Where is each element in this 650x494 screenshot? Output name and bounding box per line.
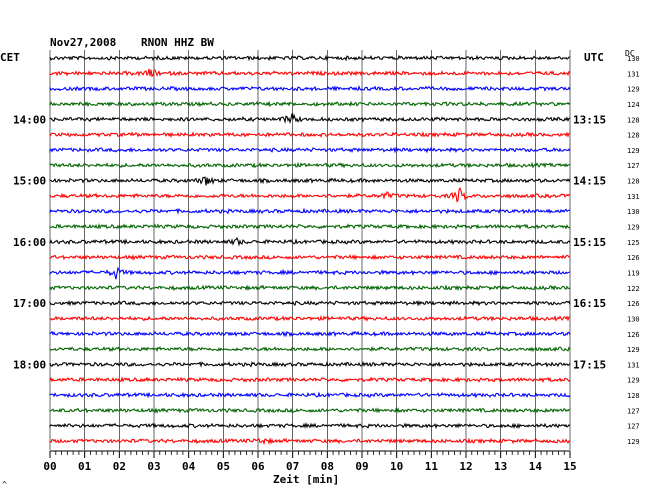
seismic-trace <box>49 299 571 307</box>
dc-value: 129 <box>627 224 640 232</box>
seismic-trace <box>49 436 571 446</box>
trace-group <box>49 54 571 446</box>
left-timezone-label: CET <box>0 51 20 64</box>
dc-value: 127 <box>627 162 640 170</box>
dc-value: 128 <box>627 132 640 140</box>
seismic-trace <box>49 345 571 353</box>
seismic-trace <box>49 54 571 62</box>
dc-value: 125 <box>627 239 640 247</box>
seismic-trace <box>49 146 571 154</box>
dc-value: 128 <box>627 392 640 400</box>
dc-value: 131 <box>627 361 640 369</box>
header-date: Nov27,2008 <box>50 36 116 49</box>
x-tick-label: 07 <box>286 460 299 473</box>
dc-header: DC <box>625 49 635 58</box>
seismic-trace <box>49 314 571 322</box>
dc-value: 126 <box>627 300 640 308</box>
hour-label-utc: 15:15 <box>573 236 606 249</box>
seismic-trace <box>49 131 571 139</box>
x-tick-label: 08 <box>321 460 334 473</box>
seismic-trace <box>49 330 571 338</box>
dc-value: 129 <box>627 438 640 446</box>
x-tick-label: 00 <box>43 460 56 473</box>
x-tick-label: 02 <box>113 460 126 473</box>
hour-label-cet: 16:00 <box>13 236 46 249</box>
header-station: RNON HHZ BW <box>141 36 214 49</box>
dc-value: 130 <box>627 315 640 323</box>
seismic-trace <box>49 266 571 280</box>
dc-value: 130 <box>627 208 640 216</box>
seismic-trace <box>49 186 571 203</box>
x-tick-label: 01 <box>78 460 92 473</box>
seismic-trace <box>49 85 571 93</box>
seismic-trace <box>49 207 571 215</box>
seismic-trace <box>49 100 571 108</box>
x-tick-label: 06 <box>251 460 265 473</box>
right-timezone-label: UTC <box>584 51 604 64</box>
seismic-trace <box>49 68 571 78</box>
time-grid <box>49 50 571 450</box>
dc-value: 122 <box>627 285 640 293</box>
seismic-trace <box>49 161 571 169</box>
x-tick-label: 14 <box>529 460 543 473</box>
hour-label-cet: 18:00 <box>13 358 46 371</box>
x-tick-label: 11 <box>425 460 439 473</box>
hour-label-cet: 14:00 <box>13 113 46 126</box>
seismic-trace <box>49 176 571 186</box>
dc-value: 124 <box>627 101 640 109</box>
dc-value: 129 <box>627 86 640 94</box>
dc-value: 128 <box>627 178 640 186</box>
dc-value: 129 <box>627 147 640 155</box>
x-tick-label: 12 <box>459 460 472 473</box>
x-tick-label: 05 <box>217 460 230 473</box>
hour-label-utc: 16:15 <box>573 297 606 310</box>
seismic-trace <box>49 236 571 247</box>
hour-label-utc: 13:15 <box>573 113 606 126</box>
seismic-trace <box>49 391 571 399</box>
seismic-trace <box>49 407 570 414</box>
dc-value: 131 <box>627 193 640 201</box>
x-tick-label: 10 <box>390 460 403 473</box>
dc-value: 131 <box>627 70 640 78</box>
dc-value: 128 <box>627 116 640 124</box>
seismic-trace <box>49 284 571 292</box>
hour-label-utc: 17:15 <box>573 358 606 371</box>
x-tick-label: 04 <box>182 460 196 473</box>
seismic-trace <box>49 113 570 125</box>
x-axis: 00 01 02 03 04 05 06 07 08 09 10 11 12 13 14 15 <box>43 450 577 473</box>
dc-value-group: 130 131 129 124 128 128 129 127 128 131 130 129 125 1… <box>627 55 640 446</box>
dc-value: 119 <box>627 269 640 277</box>
seismic-trace <box>49 421 571 430</box>
seismic-trace <box>49 360 571 368</box>
hour-label-group: 14:00 13:15 15:00 14:15 16:00 15:15 17:00 16:15… <box>13 113 606 371</box>
seismic-trace <box>49 376 571 384</box>
x-tick-label: 13 <box>494 460 507 473</box>
x-tick-label: 09 <box>355 460 368 473</box>
hour-label-utc: 14:15 <box>573 175 606 188</box>
seismic-trace <box>49 222 571 230</box>
hour-label-cet: 17:00 <box>13 297 46 310</box>
hour-label-cet: 15:00 <box>13 175 46 188</box>
dc-value: 129 <box>627 346 640 354</box>
dc-value: 127 <box>627 407 640 415</box>
dc-value: 126 <box>627 254 640 262</box>
dc-value: 130 <box>627 55 640 63</box>
x-tick-label: 15 <box>563 460 576 473</box>
corner-mark: ^ <box>2 480 7 489</box>
x-axis-label: Zeit [min] <box>273 473 339 486</box>
dc-value: 127 <box>627 423 640 431</box>
seismic-trace <box>49 253 571 261</box>
dc-value: 129 <box>627 377 640 385</box>
dc-value: 126 <box>627 331 640 339</box>
x-tick-label: 03 <box>147 460 160 473</box>
